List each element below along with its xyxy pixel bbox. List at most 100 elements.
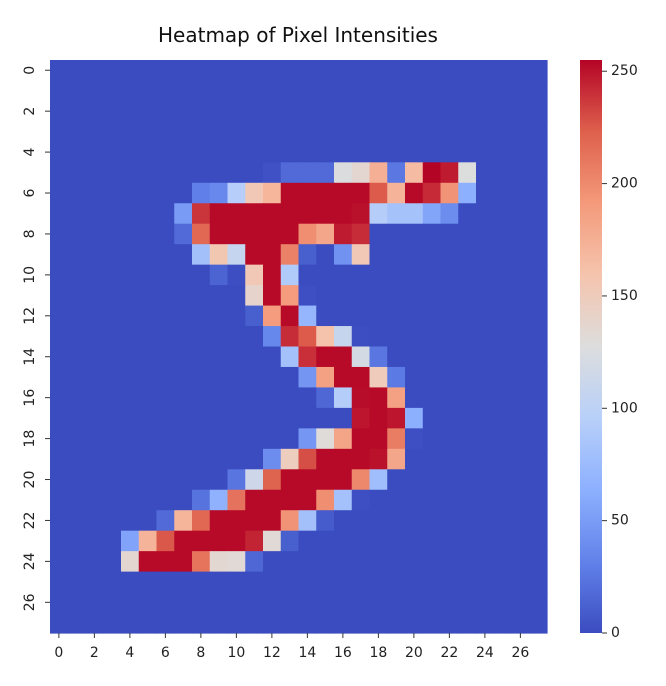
heatmap-cell [334,530,353,552]
heatmap-cell [156,182,175,204]
heatmap-cell [316,285,335,307]
heatmap-cell [458,121,477,143]
heatmap-cell [263,387,282,409]
heatmap-cell [263,366,282,389]
heatmap-cell [440,182,459,204]
heatmap-cell [192,592,211,614]
heatmap-cell [174,203,193,225]
heatmap-cell [529,60,548,82]
heatmap-cell [138,121,158,143]
heatmap-cell [280,407,300,429]
heatmap-cell [493,510,513,532]
heatmap-cell [511,121,530,143]
heatmap-cell [263,448,282,470]
heatmap-cell [440,592,459,614]
heatmap-cell [298,162,317,184]
heatmap-cell [405,448,424,470]
heatmap-cell [476,244,495,266]
heatmap-cell [351,162,371,184]
heatmap-cell [209,203,229,225]
heatmap-cell [476,366,495,389]
heatmap-cell [103,571,122,593]
heatmap-cell [440,203,459,225]
heatmap-cell [476,285,495,307]
heatmap-cell [422,60,442,82]
heatmap-cell [174,530,193,552]
y-tick-label: 6 [22,188,38,197]
heatmap-cell [227,592,246,614]
heatmap-cell [405,100,424,122]
heatmap-cell [476,510,495,532]
heatmap-cell [493,80,513,102]
heatmap-cell [405,489,424,511]
heatmap-cell [334,326,353,348]
heatmap-cell [227,571,246,593]
heatmap-cell [511,612,530,634]
heatmap-cell [192,80,211,102]
heatmap-cell [493,100,513,122]
heatmap-cell [209,244,229,266]
heatmap-cell [476,551,495,573]
heatmap-cell [209,469,229,491]
heatmap-cell [511,203,530,225]
heatmap-cell [298,182,317,204]
heatmap-cell [334,510,353,532]
heatmap-cell [103,448,122,470]
heatmap-cell [192,203,211,225]
heatmap-cell [369,203,388,225]
heatmap-cell [50,387,69,409]
heatmap-cell [227,366,246,389]
heatmap-cell [156,448,175,470]
heatmap-cell [138,326,158,348]
heatmap-cell [209,448,229,470]
heatmap-cell [245,182,264,204]
heatmap-cell [493,387,513,409]
heatmap-cell [422,551,442,573]
heatmap-cell [316,203,335,225]
colorbar-tick-label: 250 [611,63,638,79]
heatmap-cell [369,285,388,307]
heatmap-cell [334,141,353,163]
heatmap-cell [493,121,513,143]
heatmap-cell [192,469,211,491]
heatmap-cell [334,264,353,286]
heatmap-cell [458,244,477,266]
heatmap-cell [493,530,513,552]
heatmap-cell [280,366,300,389]
heatmap-cell [298,407,317,429]
heatmap-cell [387,510,406,532]
heatmap-cell [440,551,459,573]
heatmap-cell [440,346,459,368]
heatmap-cell [67,141,87,163]
heatmap-cell [85,264,104,286]
heatmap-cell [458,326,477,348]
heatmap-cell [387,60,406,82]
heatmap-cell [50,551,69,573]
heatmap-cell [493,407,513,429]
heatmap-cell [209,326,229,348]
heatmap-cell [493,448,513,470]
heatmap-cell [85,285,104,307]
heatmap-cell [369,592,388,614]
heatmap-cell [316,387,335,409]
heatmap-cell [209,100,229,122]
heatmap-cell [476,121,495,143]
heatmap-cell [387,203,406,225]
heatmap-cell [138,387,158,409]
heatmap-cell [192,407,211,429]
heatmap-cell [405,305,424,327]
heatmap-cell [334,366,353,389]
heatmap-cell [387,162,406,184]
heatmap-cell [245,305,264,327]
heatmap-cell [245,203,264,225]
heatmap-cell [227,612,246,634]
heatmap-cell [440,60,459,82]
heatmap-cell [351,264,371,286]
heatmap-cell [121,223,140,245]
heatmap-cell [529,121,548,143]
heatmap-cell [174,223,193,245]
heatmap-cell [156,121,175,143]
heatmap-cell [245,346,264,368]
heatmap-cell [387,387,406,409]
heatmap-cell [209,510,229,532]
